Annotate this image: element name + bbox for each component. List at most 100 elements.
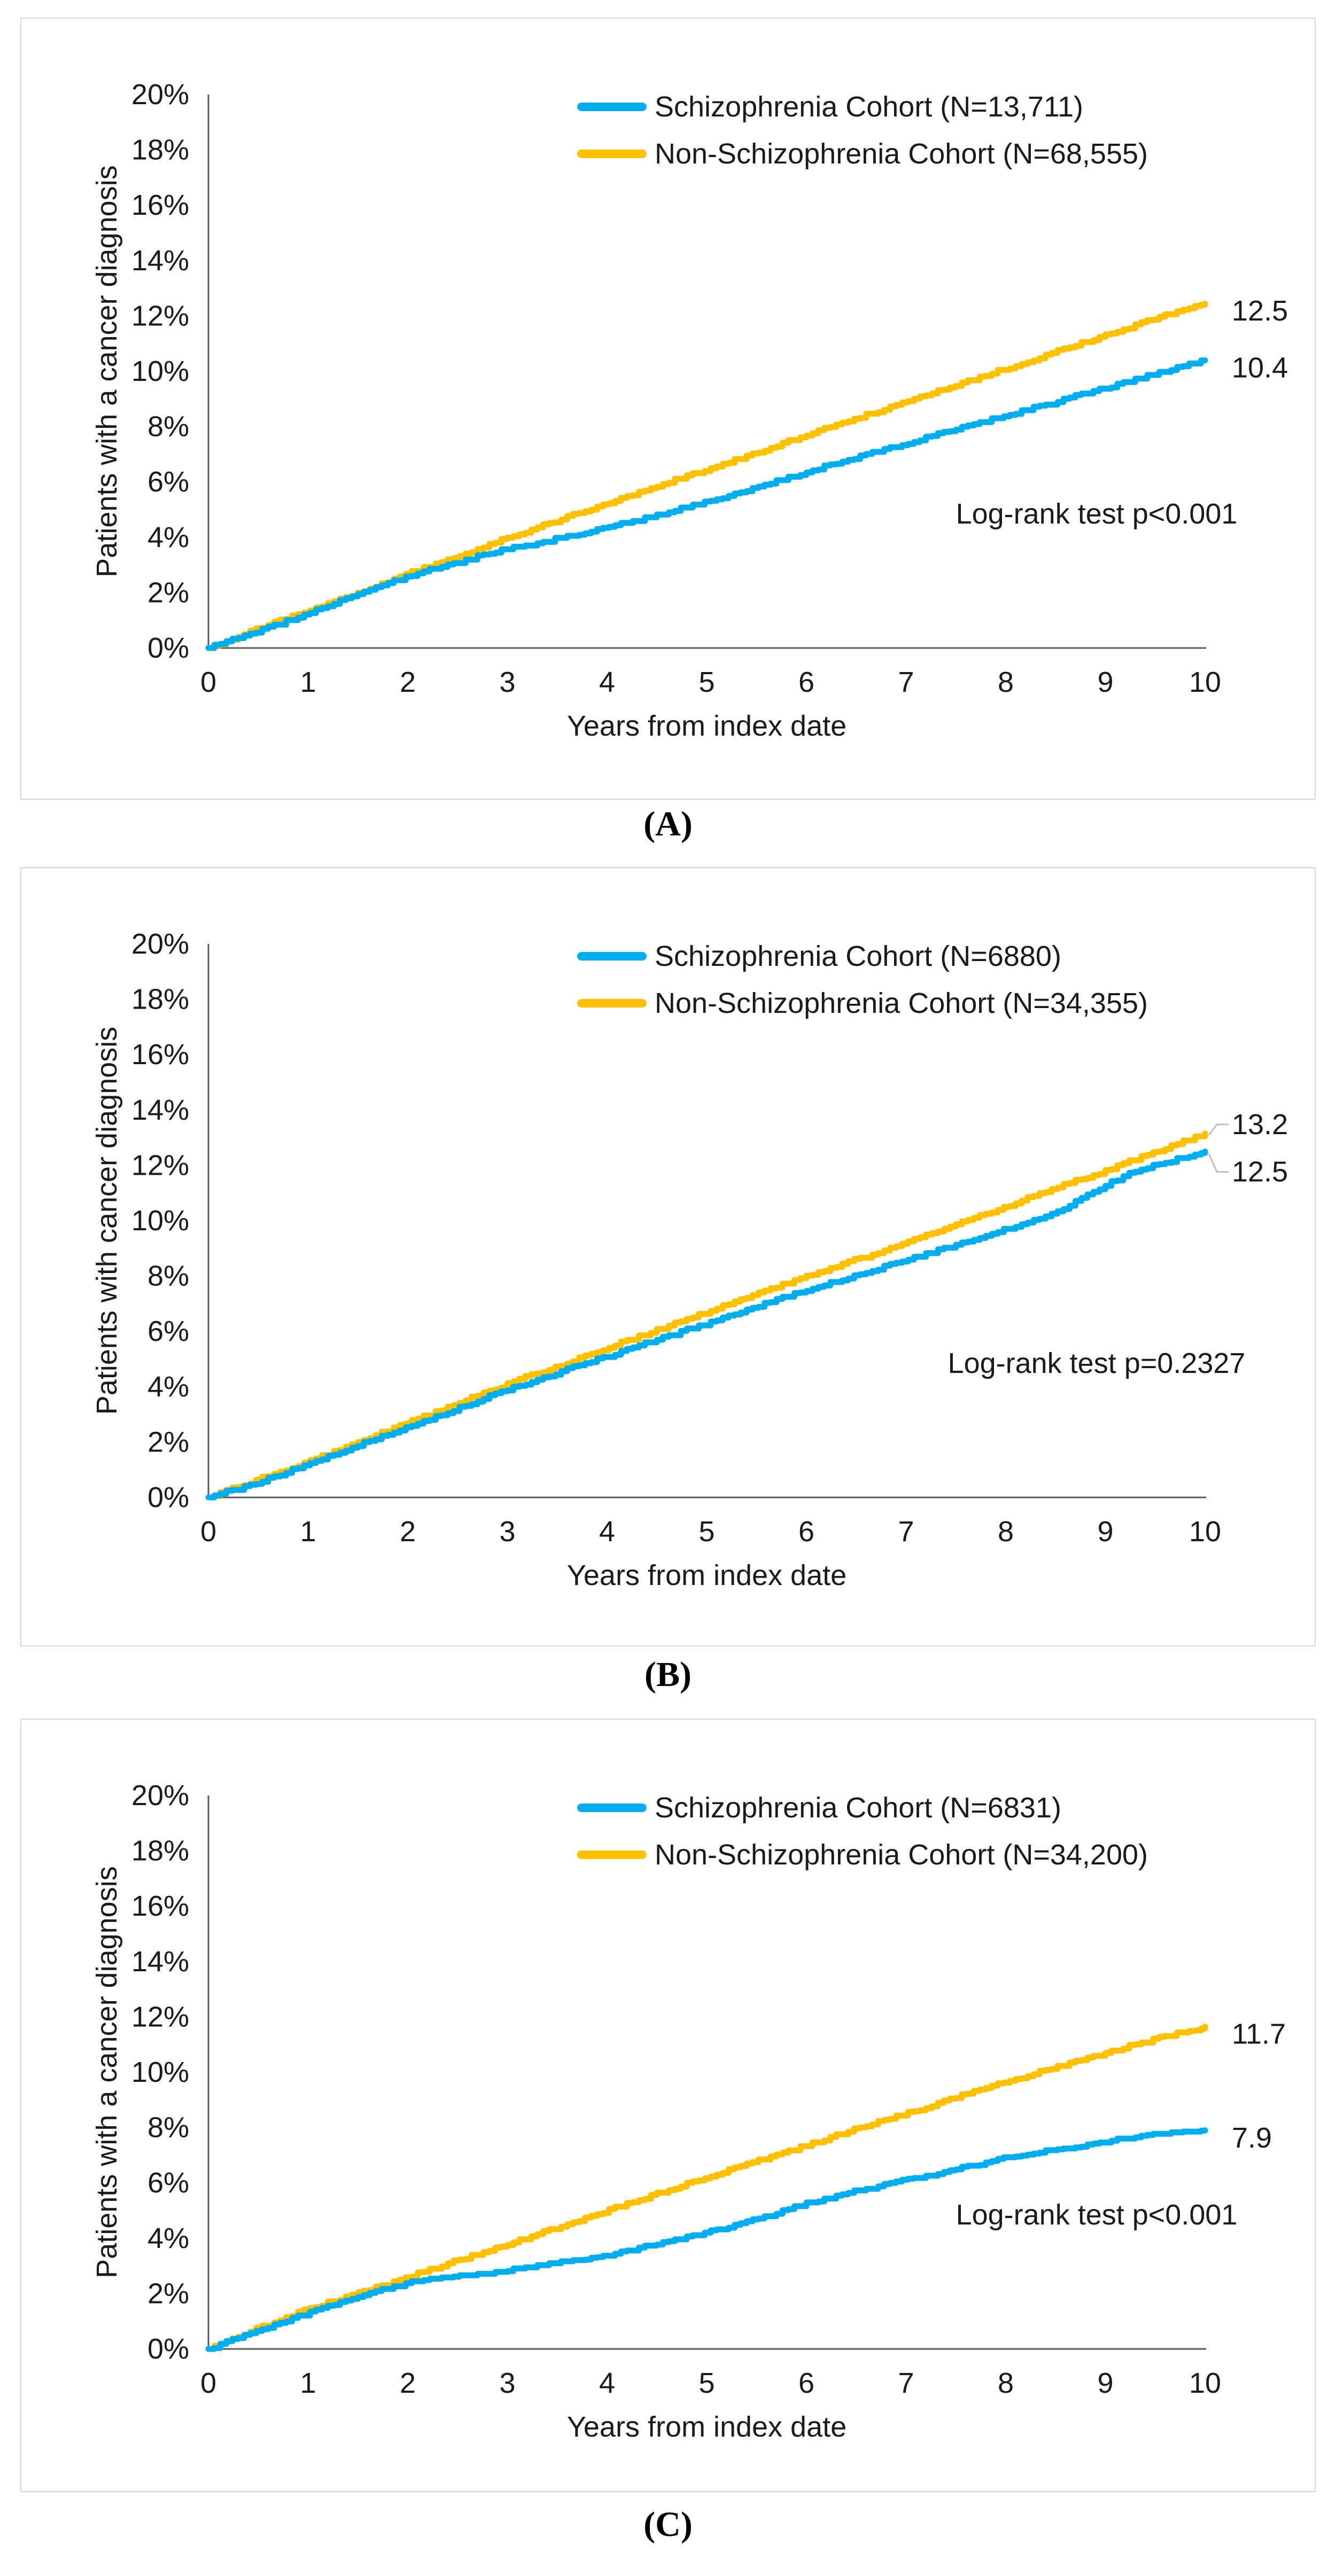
x-tick-label: 10 [1189,2367,1221,2399]
y-axis-title: Patients with cancer diagnosis [91,1027,123,1415]
y-tick-label: 0% [147,1481,189,1513]
legend-label-non-schizophrenia: Non-Schizophrenia Cohort (N=34,200) [655,1839,1148,1871]
end-label-non-schizophrenia: 13.2 [1232,1109,1288,1141]
y-tick-label: 20% [131,928,189,960]
y-tick-label: 0% [147,2333,189,2365]
x-tick-label: 3 [499,666,515,698]
y-tick-label: 16% [131,189,189,221]
y-tick-label: 14% [131,1946,189,1978]
y-tick-label: 14% [131,245,189,277]
x-tick-label: 10 [1189,1516,1221,1548]
legend-swatch-non-schizophrenia [577,1851,647,1859]
x-tick-label: 5 [698,666,714,698]
x-tick-label: 7 [898,666,914,698]
x-axis-title: Years from index date [567,1559,846,1591]
series-line-schizophrenia [205,2127,1208,2352]
caption-b: (B) [644,1655,692,1694]
y-tick-label: 4% [147,521,189,553]
y-tick-label: 10% [131,2056,189,2088]
x-tick-label: 2 [400,1516,416,1548]
y-tick-label: 8% [147,2112,189,2144]
end-label-schizophrenia: 10.4 [1232,352,1288,384]
series-line-schizophrenia [205,1149,1208,1501]
x-tick-label: 7 [898,2367,914,2399]
y-tick-label: 0% [147,632,189,664]
x-axis-title: Years from index date [567,710,846,742]
log-rank-annotation: Log-rank test p<0.001 [956,498,1238,530]
end-label-schizophrenia: 7.9 [1232,2122,1272,2154]
x-tick-label: 4 [599,1516,615,1548]
y-axis-title: Patients with a cancer diagnosis [91,165,123,577]
x-tick-label: 2 [400,666,416,698]
panel-b-chart: 0% 2% 4% 6% 8% 10% 12% 14% 16% 18% 20% 0 1 2 3 4 5 6 7 8 9 10… [20,867,1316,1646]
y-tick-label: 6% [147,466,189,498]
legend-swatch-schizophrenia [577,952,647,961]
x-tick-label: 0 [200,1516,216,1548]
x-tick-label: 1 [300,666,316,698]
end-label-non-schizophrenia: 12.5 [1232,295,1288,327]
x-tick-label: 1 [300,2367,316,2399]
y-tick-label: 12% [131,2001,189,2033]
log-rank-annotation: Log-rank test p<0.001 [956,2199,1238,2231]
x-tick-label: 6 [798,1516,814,1548]
legend-label-schizophrenia: Schizophrenia Cohort (N=6880) [655,940,1061,972]
y-tick-label: 8% [147,411,189,443]
x-tick-label: 4 [599,666,615,698]
x-tick-label: 10 [1189,666,1221,698]
legend-label-non-schizophrenia: Non-Schizophrenia Cohort (N=34,355) [655,987,1148,1019]
panel-a-chart: 0% 2% 4% 6% 8% 10% 12% 14% 16% 18% 20% 0 1 2 3 4 5 6 7 8 9 10… [20,18,1316,800]
log-rank-annotation: Log-rank test p=0.2327 [948,1347,1246,1379]
legend-label-non-schizophrenia: Non-Schizophrenia Cohort (N=68,555) [655,138,1148,170]
caption-c: (C) [643,2505,693,2544]
x-tick-label: 3 [499,2367,515,2399]
x-tick-label: 1 [300,1516,316,1548]
x-tick-label: 7 [898,1516,914,1548]
y-tick-label: 18% [131,983,189,1016]
leader-line-bottom [1208,1153,1229,1173]
x-tick-label: 0 [200,666,216,698]
y-tick-label: 14% [131,1094,189,1126]
caption-a: (A) [643,805,693,844]
y-tick-label: 2% [147,2277,189,2309]
y-tick-label: 12% [131,1149,189,1181]
y-tick-label: 20% [131,1779,189,1812]
y-tick-label: 18% [131,134,189,166]
y-tick-label: 6% [147,1315,189,1347]
x-tick-label: 0 [200,2367,216,2399]
x-tick-label: 6 [798,2367,814,2399]
legend-swatch-schizophrenia [577,1804,647,1812]
end-label-schizophrenia: 12.5 [1232,1156,1288,1188]
y-tick-label: 10% [131,1205,189,1237]
legend-swatch-non-schizophrenia [577,999,647,1008]
y-tick-label: 18% [131,1835,189,1867]
x-tick-label: 8 [998,666,1014,698]
x-tick-label: 8 [998,1516,1014,1548]
x-tick-label: 9 [1097,2367,1113,2399]
legend-swatch-non-schizophrenia [577,150,647,158]
x-tick-label: 5 [698,1516,714,1548]
y-tick-label: 8% [147,1260,189,1292]
x-tick-label: 9 [1097,666,1113,698]
x-tick-label: 3 [499,1516,515,1548]
y-tick-label: 6% [147,2167,189,2199]
legend-label-schizophrenia: Schizophrenia Cohort (N=13,711) [655,91,1083,123]
panel-a-plot-svg: 0% 2% 4% 6% 8% 10% 12% 14% 16% 18% 20% 0 1 2 3 4 5 6 7 8 9 10… [91,79,1288,742]
x-tick-label: 2 [400,2367,416,2399]
x-axis-title: Years from index date [567,2411,846,2443]
y-tick-label: 16% [131,1890,189,1922]
y-tick-label: 4% [147,2222,189,2254]
panel-b-plot-svg: 0% 2% 4% 6% 8% 10% 12% 14% 16% 18% 20% 0 1 2 3 4 5 6 7 8 9 10… [91,928,1288,1591]
y-tick-label: 12% [131,300,189,332]
series-line-non-schizophrenia [205,1130,1208,1501]
series-line-schizophrenia [205,357,1208,651]
y-tick-label: 4% [147,1371,189,1403]
y-axis-title: Patients with a cancer diagnosis [91,1866,123,2278]
legend-swatch-schizophrenia [577,103,647,111]
y-tick-label: 2% [147,1426,189,1458]
y-tick-label: 2% [147,576,189,608]
x-tick-label: 6 [798,666,814,698]
x-tick-label: 9 [1097,1516,1113,1548]
x-tick-label: 5 [698,2367,714,2399]
leader-line-top [1208,1123,1229,1136]
